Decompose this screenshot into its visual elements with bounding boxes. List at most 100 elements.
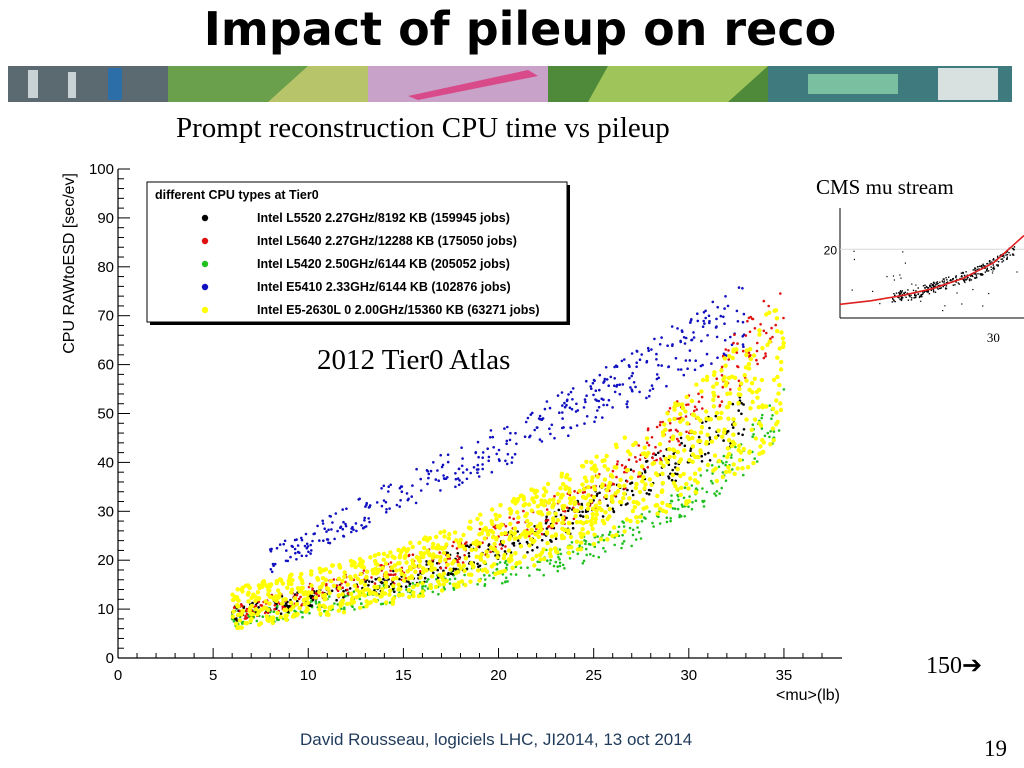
data-point [544, 531, 550, 536]
data-point [392, 573, 395, 577]
inset-point [914, 295, 917, 297]
data-point [680, 402, 685, 407]
data-point [671, 480, 677, 486]
data-point [683, 409, 688, 414]
data-point [536, 546, 539, 549]
inset-point [933, 285, 935, 288]
data-point [567, 393, 570, 396]
data-point [346, 588, 349, 592]
data-point [427, 552, 432, 558]
inset-point [996, 265, 999, 267]
data-point [690, 484, 694, 487]
data-point [273, 607, 276, 611]
data-point [770, 417, 773, 421]
inset-point [893, 279, 895, 281]
data-point [646, 427, 650, 430]
data-point [570, 541, 574, 544]
data-point [710, 464, 714, 467]
data-point [714, 414, 718, 418]
data-point [592, 393, 595, 397]
data-point [513, 452, 517, 456]
inset-y-tick-label: 20 [824, 243, 838, 257]
inset-point [898, 292, 900, 295]
data-point [668, 440, 671, 443]
data-point [438, 554, 443, 560]
inset-point [966, 276, 968, 278]
data-point [591, 381, 595, 385]
data-point [720, 374, 724, 377]
data-point [756, 341, 759, 345]
inset-point [969, 279, 971, 282]
data-point [775, 374, 780, 380]
data-point [729, 374, 735, 379]
data-point [493, 571, 498, 577]
data-point [734, 445, 737, 449]
data-point [545, 541, 550, 546]
data-point [605, 403, 609, 407]
data-point [651, 460, 657, 466]
data-point [690, 507, 694, 511]
data-point [712, 393, 717, 398]
data-point [631, 533, 635, 537]
data-point [742, 403, 745, 406]
data-point [751, 317, 755, 321]
data-point [669, 519, 672, 523]
inset-point [1006, 251, 1009, 253]
data-point [482, 560, 487, 565]
data-point [676, 402, 681, 407]
data-point [545, 515, 548, 519]
data-point [585, 530, 591, 535]
data-point [249, 595, 254, 601]
data-point [551, 516, 556, 521]
data-point [722, 352, 726, 356]
data-point [437, 582, 442, 587]
data-point [699, 364, 703, 368]
data-point [380, 565, 385, 571]
y-tick-label: 70 [97, 308, 114, 325]
data-point [773, 308, 779, 313]
data-point [661, 463, 666, 469]
data-point [654, 453, 657, 457]
data-point [693, 489, 698, 495]
data-point [722, 439, 725, 442]
data-point [506, 580, 509, 583]
data-point [400, 490, 404, 494]
data-point [634, 500, 640, 505]
data-point [598, 537, 604, 542]
data-point [737, 409, 740, 412]
inset-point [986, 262, 989, 265]
data-point [542, 503, 547, 508]
data-point [490, 507, 495, 512]
data-point [502, 568, 507, 574]
data-point [427, 578, 430, 581]
data-point [353, 573, 358, 579]
data-point [614, 465, 619, 470]
inset-point [992, 267, 994, 270]
data-point [441, 582, 447, 587]
data-point [680, 405, 686, 411]
data-point [699, 474, 703, 477]
inset-point [956, 292, 958, 294]
inset-title: CMS mu stream [816, 175, 954, 199]
data-point [687, 505, 690, 509]
data-point [696, 454, 701, 460]
data-point [691, 501, 694, 504]
data-point [744, 352, 749, 358]
data-point [363, 516, 367, 520]
data-point [346, 592, 350, 595]
data-point [542, 556, 547, 562]
data-point [602, 546, 605, 550]
data-point [352, 583, 357, 588]
data-point [544, 519, 548, 522]
data-point [600, 482, 605, 487]
inset-point [945, 277, 947, 279]
data-point [481, 467, 485, 471]
data-point [761, 413, 764, 417]
data-point [571, 526, 575, 530]
data-point [342, 570, 347, 575]
data-point [577, 502, 580, 506]
data-point [514, 573, 518, 576]
data-point [685, 434, 690, 440]
data-point [454, 538, 459, 543]
data-point [692, 478, 698, 483]
